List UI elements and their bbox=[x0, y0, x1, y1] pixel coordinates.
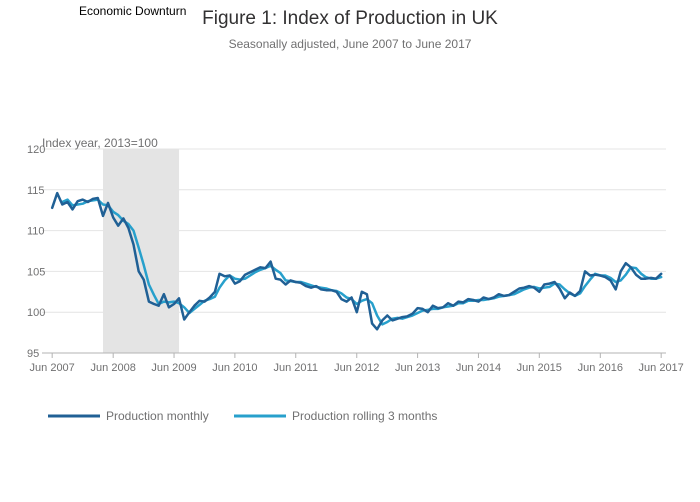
series-line-rolling bbox=[61, 198, 663, 326]
y-axis-label: Index year, 2013=100 bbox=[42, 136, 158, 150]
x-tick-label: Jun 2013 bbox=[395, 362, 440, 374]
x-tick-label: Jun 2010 bbox=[212, 362, 257, 374]
y-tick-label: 115 bbox=[27, 185, 45, 197]
y-tick-label: 100 bbox=[27, 307, 45, 319]
x-tick-label: Jun 2011 bbox=[274, 362, 318, 374]
series-layer bbox=[50, 191, 663, 331]
x-tick-label: Jun 2007 bbox=[30, 362, 75, 374]
x-tick-label: Jun 2012 bbox=[334, 362, 379, 374]
chart-title: Figure 1: Index of Production in UK bbox=[202, 8, 498, 29]
legend: Production monthly Production rolling 3 … bbox=[48, 409, 437, 423]
x-tick-label: Jun 2017 bbox=[639, 362, 684, 374]
legend-item-monthly[interactable]: Production monthly bbox=[48, 409, 209, 423]
shade-layer bbox=[103, 149, 180, 353]
downturn-region bbox=[103, 149, 180, 353]
x-tick-label: Jun 2014 bbox=[456, 362, 501, 374]
y-tick-label: 120 bbox=[27, 144, 45, 156]
downturn-label: Economic Downturn bbox=[79, 4, 186, 18]
legend-label-rolling: Production rolling 3 months bbox=[292, 409, 437, 423]
x-tick-label: Jun 2016 bbox=[578, 362, 623, 374]
axis-layer: 95 100 105 110 115 120 Jun 2007 Jun 2008 Jun 200… bbox=[27, 144, 684, 374]
legend-item-rolling[interactable]: Production rolling 3 months bbox=[234, 409, 437, 423]
series-line-monthly bbox=[50, 191, 663, 331]
x-tick-label: Jun 2008 bbox=[91, 362, 136, 374]
x-tick-label: Jun 2015 bbox=[517, 362, 562, 374]
chart-subtitle: Seasonally adjusted, June 2007 to June 2… bbox=[229, 37, 472, 51]
y-tick-label: 110 bbox=[27, 226, 45, 238]
legend-label-monthly: Production monthly bbox=[106, 409, 209, 423]
y-tick-label: 105 bbox=[27, 266, 45, 278]
y-tick-label: 95 bbox=[27, 348, 39, 360]
x-tick-label: Jun 2009 bbox=[151, 362, 196, 374]
